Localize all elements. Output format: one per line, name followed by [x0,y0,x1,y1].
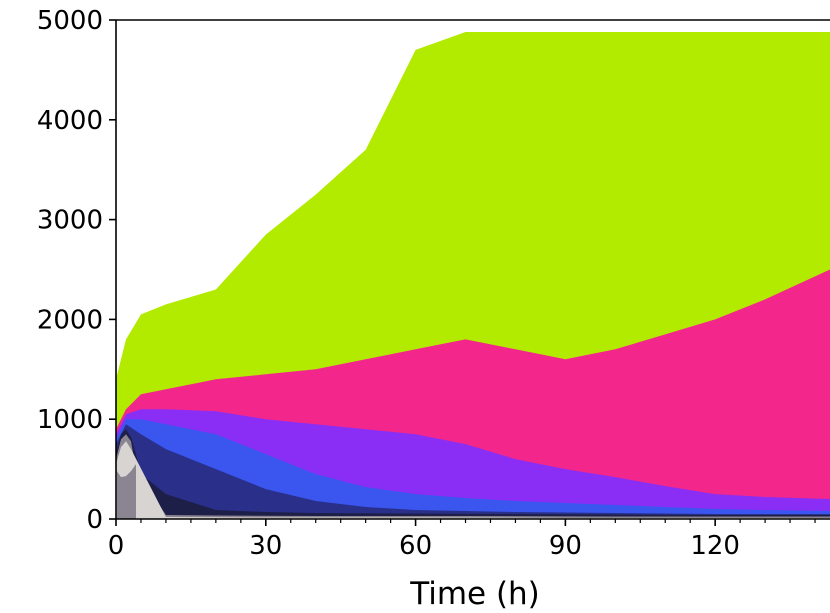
y-tick-label: 0 [86,505,103,535]
contour-patch-gray [117,464,136,519]
x-tick-label: 30 [249,531,282,561]
y-tick-label: 2000 [37,305,103,335]
contour-band-dark-navy [116,429,830,519]
x-tick-label: 60 [399,531,432,561]
y-tick-label: 1000 [37,405,103,435]
y-axis-ticks: 0 1000 2000 3000 4000 5000 [37,6,116,535]
x-tick-label: 120 [690,531,740,561]
x-tick-label: 90 [549,531,582,561]
contour-band-blue [116,419,830,519]
x-axis-title: Time (h) [409,576,540,612]
y-tick-label: 4000 [37,106,103,136]
x-axis-ticks: 0 30 60 90 120 [108,519,816,561]
y-tick-label: 5000 [37,6,103,36]
axes [115,19,830,520]
y-tick-label: 3000 [37,206,103,236]
contour-bands [116,32,830,519]
x-tick-label: 0 [108,531,125,561]
